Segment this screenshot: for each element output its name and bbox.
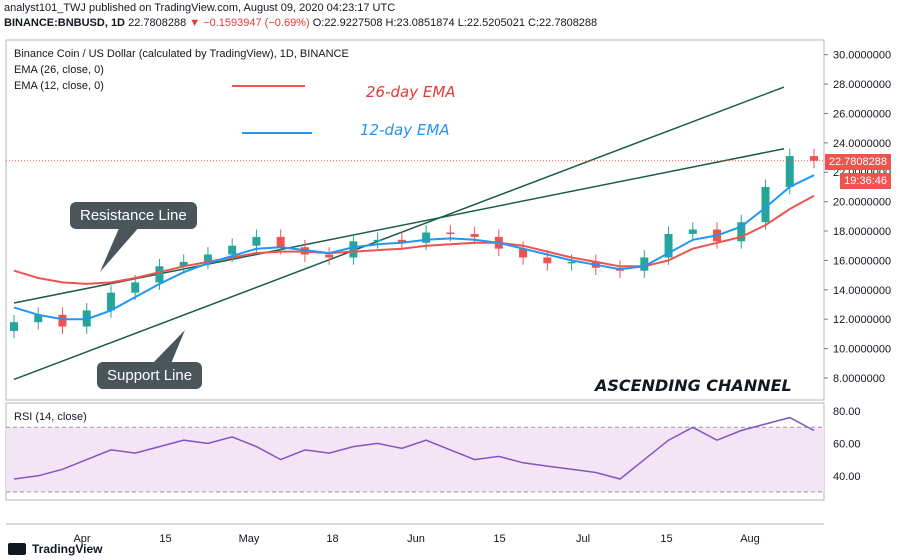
price-change: ▼ −0.1593947 (−0.69%)	[189, 17, 310, 29]
candle-body	[785, 156, 794, 187]
tradingview-brand: TradingView	[32, 542, 103, 556]
ohlc-high: H:23.0851874	[385, 17, 455, 29]
candle-body	[228, 245, 237, 255]
price-tick-label: 8.0000000	[833, 373, 885, 385]
candle-body	[252, 236, 261, 246]
rsi-tick-label: 40.00	[833, 471, 861, 483]
candle-body	[58, 314, 67, 327]
price-tick-label: 26.0000000	[833, 108, 891, 120]
price-tick-label: 16.0000000	[833, 255, 891, 267]
time-tick-label: Jun	[407, 533, 425, 545]
candle-body	[519, 248, 528, 258]
price-tick-label: 10.0000000	[833, 344, 891, 356]
candle-body	[761, 186, 770, 223]
price-pane-frame	[5, 39, 825, 401]
resistance-callout-pointer	[100, 226, 140, 272]
price-tick-label: 30.0000000	[833, 50, 891, 62]
support-line-label: Support Line	[97, 362, 203, 389]
ohlc-open: O:22.9227508	[312, 17, 383, 29]
ema26-legend: EMA (26, close, 0)	[14, 64, 104, 76]
symbol-label: BINANCE:BNBUSD, 1D	[4, 17, 126, 29]
candle-body	[397, 239, 406, 243]
time-tick-label: 15	[660, 533, 672, 545]
ema26-annotation: 26-day EMA	[366, 83, 456, 101]
candle-body	[664, 233, 673, 258]
candle-body	[349, 241, 358, 258]
candle-body	[179, 261, 188, 267]
candle-body	[470, 233, 479, 237]
candle-body	[106, 292, 115, 311]
publish-info: analyst101_TWJ published on TradingView.…	[4, 2, 396, 14]
ohlc-low: L:22.5205021	[457, 17, 525, 29]
candle-body	[373, 239, 382, 242]
price-tick-label: 20.0000000	[833, 197, 891, 209]
candle-body	[737, 222, 746, 242]
time-tick-label: Jul	[576, 533, 590, 545]
candle-body	[276, 236, 285, 248]
time-tick-label: Apr	[73, 533, 90, 545]
price-tick-label: 12.0000000	[833, 314, 891, 326]
price-tick-label: 14.0000000	[833, 285, 891, 297]
price-tick-label: 28.0000000	[833, 79, 891, 91]
ascending-channel-label: ASCENDING CHANNEL	[595, 376, 792, 395]
ema12-annotation: 12-day EMA	[360, 121, 450, 139]
chart-title: Binance Coin / US Dollar (calculated by …	[14, 48, 349, 60]
ohlc-bar: BINANCE:BNBUSD, 1D 22.7808288 ▼ −0.15939…	[4, 17, 597, 29]
price-tick-label: 18.0000000	[833, 226, 891, 238]
rsi-legend: RSI (14, close)	[14, 411, 87, 423]
ema26-line	[13, 194, 815, 285]
candle-body	[34, 314, 43, 323]
candle-body	[422, 232, 431, 243]
last-price-tag: 22.7808288	[824, 154, 891, 170]
countdown-tag: 19:36:46	[840, 173, 891, 189]
support-line	[13, 86, 785, 381]
candle-body	[567, 261, 576, 264]
ema12-line	[13, 174, 815, 321]
time-tick-label: Aug	[740, 533, 760, 545]
rsi-band	[6, 427, 824, 492]
candle-body	[203, 254, 212, 262]
rsi-tick-label: 60.00	[833, 438, 861, 450]
candle-body	[325, 254, 334, 258]
time-tick-label: 15	[493, 533, 505, 545]
price-tick-label: 24.0000000	[833, 138, 891, 150]
candle-body	[446, 232, 455, 234]
candle-body	[810, 156, 818, 161]
tradingview-logo[interactable]: TradingView	[8, 542, 102, 556]
time-tick-label: May	[239, 533, 260, 545]
rsi-line	[13, 416, 815, 480]
candle-body	[688, 229, 697, 234]
candle-body	[640, 257, 649, 271]
time-tick-label: 15	[159, 533, 171, 545]
ema12-legend: EMA (12, close, 0)	[14, 80, 104, 92]
time-tick-label: 18	[326, 533, 338, 545]
ohlc-close: C:22.7808288	[528, 17, 598, 29]
candle-body	[155, 266, 164, 283]
candle-body	[543, 257, 552, 264]
last-price: 22.7808288	[128, 17, 187, 29]
resistance-line-label: Resistance Line	[70, 202, 197, 229]
tradingview-logo-icon	[8, 543, 26, 555]
candle-body	[10, 322, 18, 331]
support-callout-pointer	[150, 330, 185, 366]
rsi-tick-label: 80.00	[833, 406, 861, 418]
candle-body	[131, 282, 140, 293]
